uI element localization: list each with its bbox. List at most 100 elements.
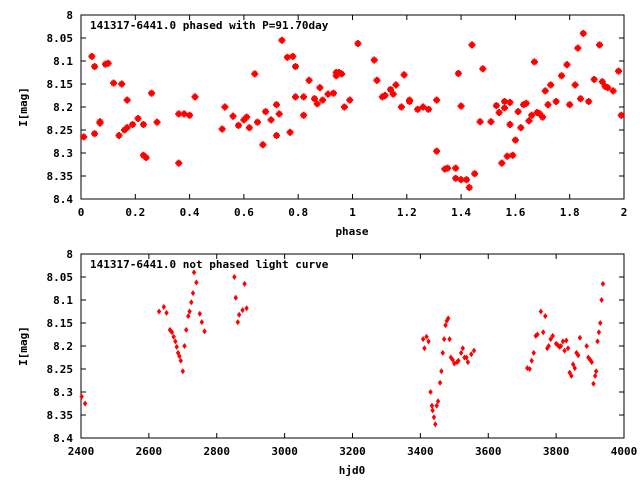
- phased-data-point: [599, 79, 605, 85]
- unphased-data-point: [471, 347, 477, 354]
- phased-data-point: [284, 54, 290, 60]
- phased-data-point: [292, 94, 298, 100]
- phased-data-point: [149, 90, 155, 96]
- phased-data-point: [92, 64, 98, 70]
- unphased-data-point: [177, 353, 182, 360]
- unphased-data-point: [169, 329, 175, 336]
- phased-data-point: [515, 109, 521, 115]
- phased-data-point: [130, 121, 136, 127]
- unphased-data-point: [593, 368, 599, 375]
- phased-data-point: [292, 64, 298, 70]
- phased-data-point: [499, 160, 505, 166]
- unphased-data-point: [546, 343, 551, 349]
- unphased-data-point: [538, 308, 544, 315]
- unphased-data-point: [529, 357, 534, 364]
- phased-y-tick-label: 8.35: [47, 170, 74, 183]
- unphased-data-point: [443, 322, 448, 329]
- unphased-x-tick-label: 3000: [271, 445, 298, 458]
- unphased-data-point: [173, 338, 178, 345]
- unphased-data-point: [441, 336, 447, 343]
- unphased-data-point: [599, 297, 604, 303]
- unphased-x-tick-label: 3800: [543, 445, 570, 458]
- phased-data-point: [575, 45, 581, 51]
- phased-data-point: [355, 41, 361, 47]
- phased-data-point: [230, 113, 236, 119]
- phased-data-point: [287, 129, 293, 135]
- unphased-data-point: [439, 368, 444, 375]
- phased-data-point: [89, 53, 95, 59]
- phased-data-point: [605, 85, 611, 91]
- unphased-y-tick-label: 8.3: [53, 386, 73, 399]
- phased-x-tick-label: 1.2: [397, 206, 417, 219]
- phased-data-point: [518, 125, 524, 131]
- phased-data-point: [480, 66, 486, 72]
- phased-data-point: [339, 71, 345, 77]
- unphased-data-point: [595, 338, 600, 345]
- unphased-data-point: [592, 372, 598, 379]
- unphased-data-point: [187, 308, 192, 315]
- unphased-data-point: [233, 294, 238, 301]
- unphased-data-point: [433, 421, 438, 428]
- unphased-data-point: [531, 349, 536, 356]
- unphased-data-point: [567, 369, 572, 376]
- phased-data-point: [472, 171, 478, 177]
- phased-data-point: [496, 110, 502, 116]
- phased-data-point: [545, 102, 551, 108]
- phased-data-point: [488, 119, 494, 125]
- unphased-data-point: [458, 349, 464, 356]
- phased-y-tick-label: 8.15: [47, 78, 74, 91]
- unphased-data-point: [525, 365, 530, 372]
- phased-data-point: [222, 104, 228, 110]
- unphased-data-point: [236, 311, 242, 318]
- phased-data-point: [597, 42, 603, 48]
- unphased-data-point: [235, 319, 240, 326]
- unphased-data-point: [242, 280, 247, 287]
- phased-x-tick-label: 0.6: [234, 206, 254, 219]
- phased-data-point: [567, 102, 573, 108]
- unphased-data-point: [244, 305, 249, 312]
- phased-data-point: [341, 104, 347, 110]
- phased-data-point: [529, 112, 535, 118]
- unphased-x-tick-label: 3600: [475, 445, 502, 458]
- phased-data-point: [119, 81, 125, 87]
- unphased-data-point: [79, 393, 84, 400]
- phased-data-point: [81, 134, 87, 140]
- phased-data-point: [455, 70, 461, 76]
- phased-data-point: [426, 106, 432, 112]
- phased-x-tick-label: 2: [621, 206, 628, 219]
- unphased-data-point: [574, 349, 579, 356]
- unphased-data-point: [82, 400, 88, 407]
- unphased-data-point: [430, 407, 435, 414]
- phased-y-tick-label: 8: [66, 9, 73, 22]
- phased-data-point: [616, 68, 622, 74]
- unphased-data-point: [184, 326, 189, 333]
- phased-data-point: [187, 112, 193, 118]
- phased-y-axis-label: I[mag]: [17, 87, 30, 127]
- phased-x-axis-label: phase: [335, 225, 368, 238]
- phased-data-point: [374, 77, 380, 83]
- phased-data-point: [244, 114, 250, 120]
- unphased-data-point: [189, 299, 194, 306]
- phased-data-point: [140, 152, 146, 158]
- unphased-data-point: [428, 389, 433, 395]
- phased-data-point: [434, 97, 440, 103]
- phased-data-point: [252, 71, 258, 77]
- phased-chart-title: 141317-6441.0 phased with P=91.70day: [90, 19, 329, 32]
- phased-data-point: [235, 122, 241, 128]
- phased-data-point: [124, 125, 130, 131]
- unphased-data-point: [465, 359, 471, 366]
- phased-x-tick-label: 1.4: [451, 206, 471, 219]
- phased-data-point: [586, 98, 592, 104]
- unphased-y-tick-label: 8.15: [47, 317, 74, 330]
- unphased-data-point: [584, 343, 589, 349]
- phased-data-point: [176, 160, 182, 166]
- phased-data-point: [618, 112, 624, 118]
- phased-y-tick-label: 8.05: [47, 32, 74, 45]
- unphased-y-tick-label: 8.2: [53, 340, 73, 353]
- phased-data-point: [241, 117, 247, 123]
- unphased-data-points: [79, 269, 606, 428]
- unphased-data-point: [186, 313, 191, 320]
- phased-data-point: [510, 152, 516, 158]
- unphased-data-point: [199, 319, 205, 326]
